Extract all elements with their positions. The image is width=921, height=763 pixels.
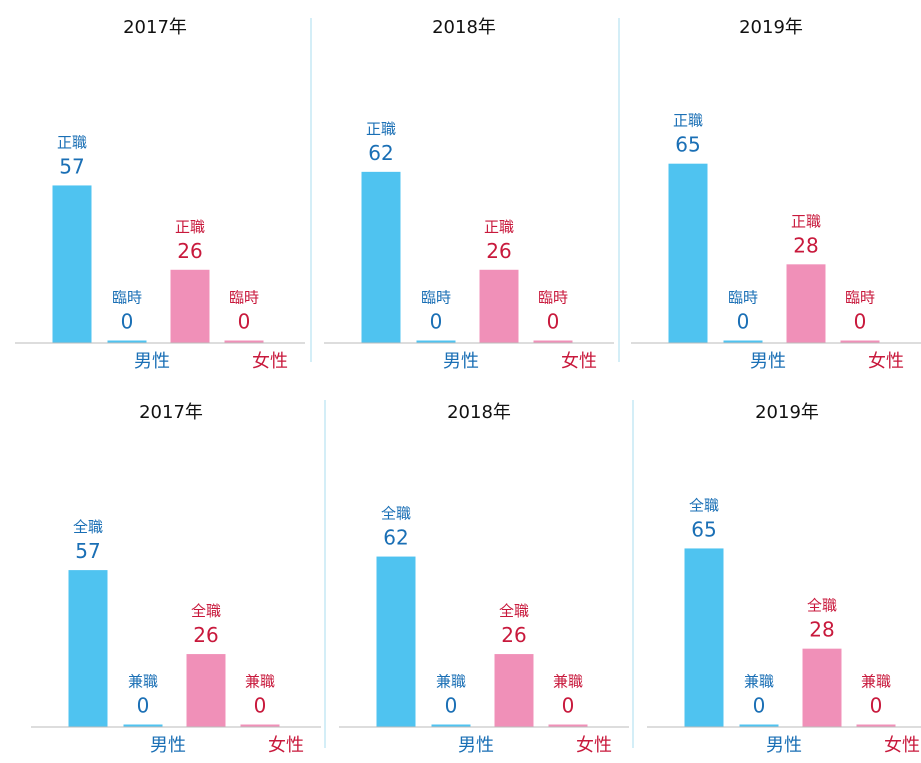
bar xyxy=(684,548,724,727)
series-label: 臨時 xyxy=(728,289,758,307)
x-tick-label: 女性 xyxy=(268,735,304,756)
series-label: 臨時 xyxy=(229,289,259,307)
data-label: 26 xyxy=(193,623,218,647)
x-tick-label: 女性 xyxy=(576,735,612,756)
data-label: 0 xyxy=(445,694,458,718)
series-label: 全職 xyxy=(807,597,837,615)
data-label: 0 xyxy=(238,310,251,334)
bar xyxy=(123,724,163,727)
x-tick-label: 女性 xyxy=(884,735,920,756)
bar xyxy=(431,724,471,727)
bar xyxy=(494,654,534,727)
chart-title: 2018年 xyxy=(447,402,511,423)
chart-title: 2017年 xyxy=(139,402,203,423)
data-label: 0 xyxy=(854,310,867,334)
data-label: 28 xyxy=(809,618,834,642)
bar xyxy=(376,556,416,727)
series-label: 臨時 xyxy=(112,289,142,307)
data-label: 65 xyxy=(691,517,716,541)
data-label: 0 xyxy=(121,310,134,334)
data-label: 57 xyxy=(75,539,100,563)
bar xyxy=(224,340,264,343)
x-tick-label: 女性 xyxy=(561,351,597,372)
series-label: 臨時 xyxy=(538,289,568,307)
bar xyxy=(786,264,826,343)
x-tick-label: 男性 xyxy=(443,351,479,372)
x-tick-label: 男性 xyxy=(134,351,170,372)
series-label: 臨時 xyxy=(845,289,875,307)
chart-title: 2019年 xyxy=(739,17,803,38)
bar xyxy=(186,654,226,727)
data-label: 0 xyxy=(547,310,560,334)
chart-title: 2018年 xyxy=(432,17,496,38)
bar xyxy=(416,340,456,343)
bar xyxy=(52,185,92,343)
series-label: 兼職 xyxy=(553,673,583,691)
bar xyxy=(68,570,108,727)
data-label: 62 xyxy=(368,141,393,165)
x-tick-label: 男性 xyxy=(150,735,186,756)
data-label: 0 xyxy=(737,310,750,334)
series-label: 正職 xyxy=(791,212,821,230)
series-label: 正職 xyxy=(57,133,87,151)
bar xyxy=(170,269,210,343)
data-label: 0 xyxy=(870,694,883,718)
bar xyxy=(668,163,708,343)
bar xyxy=(840,340,880,343)
data-label: 62 xyxy=(383,526,408,550)
series-label: 全職 xyxy=(191,602,221,620)
bar xyxy=(361,171,401,343)
bar xyxy=(802,648,842,727)
x-tick-label: 男性 xyxy=(458,735,494,756)
bar xyxy=(479,269,519,343)
data-label: 26 xyxy=(177,239,202,263)
data-label: 28 xyxy=(793,233,818,257)
x-tick-label: 男性 xyxy=(766,735,802,756)
data-label: 57 xyxy=(59,154,84,178)
series-label: 兼職 xyxy=(245,673,275,691)
bar xyxy=(107,340,147,343)
series-label: 全職 xyxy=(73,518,103,536)
series-label: 正職 xyxy=(673,112,703,130)
data-label: 0 xyxy=(254,694,267,718)
chart-title: 2017年 xyxy=(123,17,187,38)
bar xyxy=(240,724,280,727)
series-label: 兼職 xyxy=(436,673,466,691)
data-label: 0 xyxy=(430,310,443,334)
series-label: 全職 xyxy=(499,602,529,620)
bar xyxy=(533,340,573,343)
series-label: 臨時 xyxy=(421,289,451,307)
x-tick-label: 女性 xyxy=(252,351,288,372)
series-label: 正職 xyxy=(366,120,396,138)
data-label: 0 xyxy=(137,694,150,718)
series-label: 正職 xyxy=(175,218,205,236)
series-label: 全職 xyxy=(689,496,719,514)
series-label: 兼職 xyxy=(744,673,774,691)
bar xyxy=(548,724,588,727)
x-tick-label: 男性 xyxy=(750,351,786,372)
series-label: 兼職 xyxy=(128,673,158,691)
series-label: 全職 xyxy=(381,505,411,523)
data-label: 26 xyxy=(486,239,511,263)
series-label: 兼職 xyxy=(861,673,891,691)
series-label: 正職 xyxy=(484,218,514,236)
data-label: 65 xyxy=(675,133,700,157)
x-tick-label: 女性 xyxy=(868,351,904,372)
data-label: 0 xyxy=(562,694,575,718)
bar xyxy=(856,724,896,727)
bar xyxy=(739,724,779,727)
bar xyxy=(723,340,763,343)
chart-title: 2019年 xyxy=(755,402,819,423)
data-label: 0 xyxy=(753,694,766,718)
data-label: 26 xyxy=(501,623,526,647)
